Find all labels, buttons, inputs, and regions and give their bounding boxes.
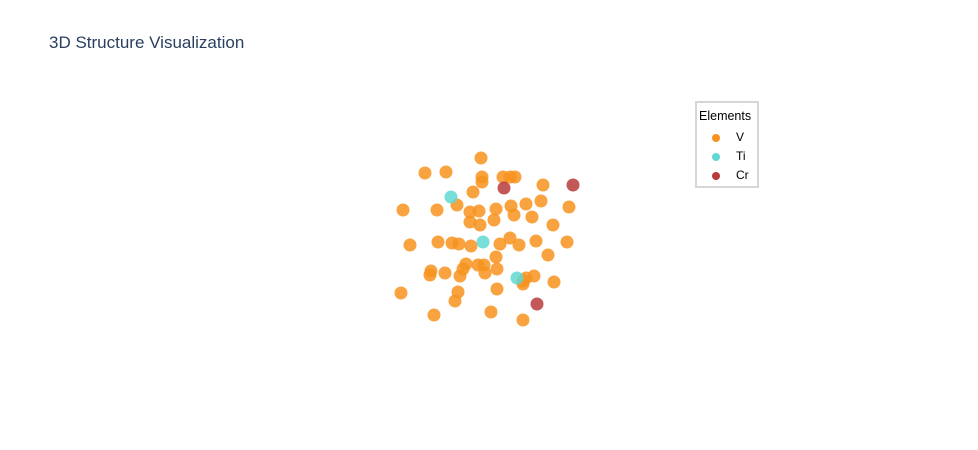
point-v-57[interactable] <box>484 305 498 319</box>
point-v-21[interactable] <box>473 218 487 232</box>
point-v-44[interactable] <box>490 262 504 276</box>
point-cr-0[interactable] <box>497 181 511 195</box>
point-v-24[interactable] <box>525 210 539 224</box>
point-v-8[interactable] <box>536 178 550 192</box>
point-v-0[interactable] <box>418 166 432 180</box>
point-v-37[interactable] <box>423 268 437 282</box>
point-v-15[interactable] <box>489 202 503 216</box>
point-v-18[interactable] <box>534 194 548 208</box>
point-cr-2[interactable] <box>530 297 544 311</box>
legend-label-v: V <box>736 130 745 144</box>
point-v-19[interactable] <box>562 200 576 214</box>
legend-marker-v <box>712 134 720 142</box>
point-v-17[interactable] <box>519 197 533 211</box>
point-v-59[interactable] <box>516 313 530 327</box>
point-v-14[interactable] <box>472 204 486 218</box>
point-v-31[interactable] <box>493 237 507 251</box>
point-v-34[interactable] <box>529 234 543 248</box>
point-v-43[interactable] <box>489 250 503 264</box>
series-ti <box>444 190 524 285</box>
point-ti-0[interactable] <box>444 190 458 204</box>
point-v-40[interactable] <box>459 257 473 271</box>
legend-marker-cr <box>712 172 720 180</box>
point-v-4[interactable] <box>475 175 489 189</box>
point-v-54[interactable] <box>448 294 462 308</box>
series-cr <box>497 178 580 311</box>
point-v-52[interactable] <box>394 286 408 300</box>
point-v-38[interactable] <box>438 266 452 280</box>
point-v-7[interactable] <box>508 170 522 184</box>
point-v-27[interactable] <box>431 235 445 249</box>
point-v-47[interactable] <box>541 248 555 262</box>
point-v-12[interactable] <box>466 185 480 199</box>
point-v-45[interactable] <box>478 266 492 280</box>
point-v-20[interactable] <box>463 215 477 229</box>
point-v-30[interactable] <box>464 239 478 253</box>
point-v-32[interactable] <box>503 231 517 245</box>
point-cr-1[interactable] <box>566 178 580 192</box>
point-ti-1[interactable] <box>476 235 490 249</box>
legend-marker-ti <box>712 153 720 161</box>
point-v-46[interactable] <box>453 269 467 283</box>
point-v-35[interactable] <box>560 235 574 249</box>
legend-label-ti: Ti <box>736 149 746 163</box>
legend-item-cr[interactable]: Cr <box>697 167 757 185</box>
point-ti-2[interactable] <box>510 271 524 285</box>
point-v-25[interactable] <box>546 218 560 232</box>
point-v-9[interactable] <box>396 203 410 217</box>
legend-title: Elements <box>699 109 752 123</box>
legend-label-cr: Cr <box>736 168 749 182</box>
point-v-51[interactable] <box>547 275 561 289</box>
point-v-2[interactable] <box>474 151 488 165</box>
legend-item-ti[interactable]: Ti <box>697 148 757 166</box>
point-v-1[interactable] <box>439 165 453 179</box>
legend-item-v[interactable]: V <box>697 129 757 147</box>
point-v-58[interactable] <box>427 308 441 322</box>
point-v-29[interactable] <box>452 237 466 251</box>
point-v-26[interactable] <box>403 238 417 252</box>
point-v-10[interactable] <box>430 203 444 217</box>
point-v-23[interactable] <box>507 208 521 222</box>
chart-title: 3D Structure Visualization <box>49 33 245 52</box>
legend[interactable]: Elements V Ti Cr <box>695 101 759 188</box>
series-v <box>394 151 576 327</box>
point-v-55[interactable] <box>490 282 504 296</box>
point-v-33[interactable] <box>512 238 526 252</box>
point-v-22[interactable] <box>487 213 501 227</box>
